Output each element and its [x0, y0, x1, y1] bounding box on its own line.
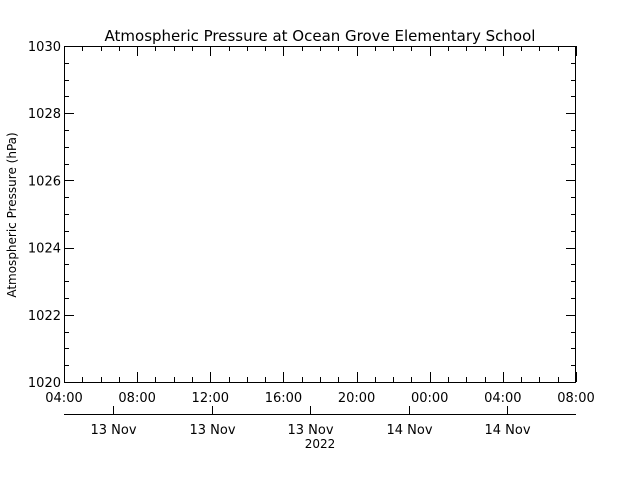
x-tick-label: 08:00 — [557, 391, 594, 406]
x-tick-label: 16:00 — [265, 391, 302, 406]
y-tick-label: 1024 — [28, 242, 61, 257]
x-tick-label: 08:00 — [118, 391, 155, 406]
y-tick-label: 1022 — [28, 309, 61, 324]
date-label: 13 Nov — [287, 423, 333, 438]
y-axis-label: Atmospheric Pressure (hPa) — [5, 132, 19, 297]
y-axis: 1020 1022 1024 1026 1028 1030 — [28, 40, 576, 391]
x-tick-label: 12:00 — [192, 391, 229, 406]
plot-frame — [65, 47, 576, 383]
date-label: 14 Nov — [386, 423, 432, 438]
y-tick-label: 1020 — [28, 376, 61, 391]
y-tick-label: 1026 — [28, 174, 61, 189]
year-label: 2022 — [305, 437, 336, 451]
x-tick-label: 00:00 — [411, 391, 448, 406]
y-tick-label: 1030 — [28, 40, 61, 55]
date-label: 14 Nov — [484, 423, 530, 438]
date-axis: 13 Nov 13 Nov 13 Nov 14 Nov 14 Nov — [64, 406, 576, 438]
date-label: 13 Nov — [90, 423, 136, 438]
x-tick-label: 04:00 — [484, 391, 521, 406]
chart-title: Atmospheric Pressure at Ocean Grove Elem… — [105, 27, 536, 45]
y-tick-label: 1028 — [28, 107, 61, 122]
x-tick-label: 20:00 — [338, 391, 375, 406]
date-label: 13 Nov — [189, 423, 235, 438]
x-axis: 04:00 08:00 12:00 16:00 20:00 00:00 04:00 08:00 — [45, 46, 594, 406]
x-tick-label: 04:00 — [45, 391, 82, 406]
